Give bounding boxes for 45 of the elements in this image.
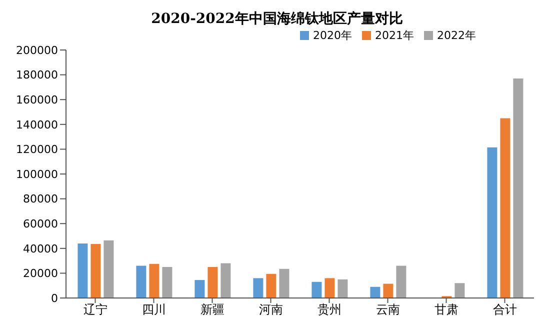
y-tick-label: 20000 xyxy=(23,267,58,280)
bar xyxy=(104,240,114,298)
legend-label: 2022年 xyxy=(437,29,476,42)
x-tick-label: 合计 xyxy=(492,302,517,317)
bar xyxy=(487,147,498,298)
y-tick-label: 60000 xyxy=(23,218,58,231)
x-tick-label: 甘肃 xyxy=(434,302,458,317)
bar xyxy=(208,267,218,298)
y-tick-label: 120000 xyxy=(16,143,58,156)
x-tick-label: 新疆 xyxy=(200,302,224,317)
bar xyxy=(162,267,172,298)
y-tick-label: 200000 xyxy=(16,44,58,57)
bar xyxy=(500,118,510,298)
bar xyxy=(279,268,290,298)
bar xyxy=(253,278,264,298)
y-tick-label: 0 xyxy=(51,292,58,305)
bar xyxy=(136,266,146,298)
x-tick-label: 云南 xyxy=(376,302,400,317)
x-tick-label: 河南 xyxy=(258,302,283,317)
bar xyxy=(149,264,160,298)
bar xyxy=(513,78,524,298)
legend-label: 2020年 xyxy=(313,29,352,42)
legend-label: 2021年 xyxy=(375,29,414,42)
bar xyxy=(370,286,380,298)
bar xyxy=(383,284,394,298)
bar xyxy=(454,283,465,298)
y-tick-label: 160000 xyxy=(16,94,58,107)
bar xyxy=(324,278,335,298)
y-tick-label: 140000 xyxy=(16,118,58,132)
bar xyxy=(90,244,101,298)
bar xyxy=(338,279,348,298)
bar xyxy=(266,274,276,298)
bar xyxy=(78,243,88,298)
bar xyxy=(194,280,205,298)
x-tick-label: 四川 xyxy=(142,302,166,317)
x-tick-label: 辽宁 xyxy=(83,302,108,317)
y-tick-label: 40000 xyxy=(23,242,58,256)
bar xyxy=(220,263,231,298)
y-tick-label: 100000 xyxy=(16,168,58,181)
y-tick-label: 80000 xyxy=(23,192,58,206)
chart-title: 2020-2022年中国海绵钛地区产量对比 xyxy=(150,10,404,29)
bar xyxy=(396,266,406,298)
bar xyxy=(312,282,322,298)
x-tick-label: 贵州 xyxy=(317,302,342,317)
y-tick-label: 180000 xyxy=(16,68,58,82)
